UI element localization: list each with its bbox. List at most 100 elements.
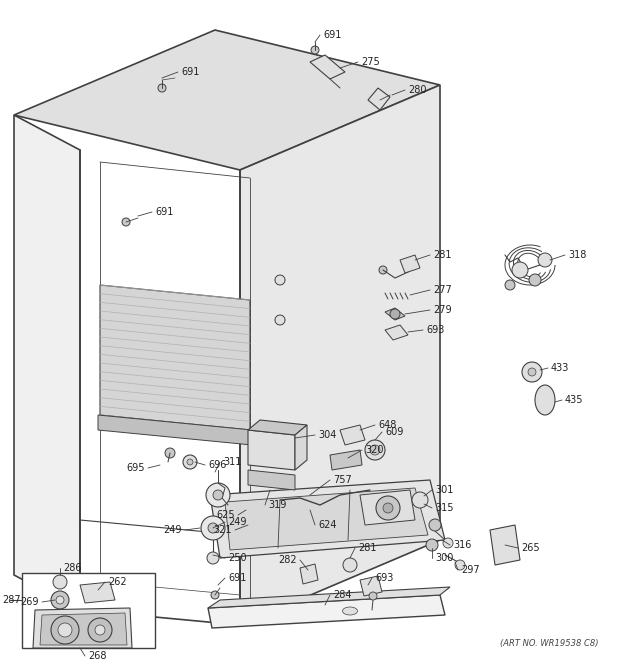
Circle shape bbox=[88, 618, 112, 642]
Text: 269: 269 bbox=[20, 597, 39, 607]
Circle shape bbox=[512, 262, 528, 278]
Polygon shape bbox=[330, 450, 362, 470]
Circle shape bbox=[206, 483, 230, 507]
Polygon shape bbox=[368, 88, 390, 110]
Circle shape bbox=[455, 560, 465, 570]
Text: 249: 249 bbox=[164, 525, 182, 535]
Text: 286: 286 bbox=[63, 563, 81, 573]
Text: (ART NO. WR19538 C8): (ART NO. WR19538 C8) bbox=[500, 639, 598, 648]
Polygon shape bbox=[80, 582, 115, 603]
Circle shape bbox=[201, 516, 225, 540]
Text: 250: 250 bbox=[228, 553, 247, 563]
Polygon shape bbox=[33, 608, 132, 648]
Circle shape bbox=[426, 539, 438, 551]
Circle shape bbox=[528, 368, 536, 376]
Text: 318: 318 bbox=[568, 250, 587, 260]
Text: 284: 284 bbox=[333, 590, 352, 600]
Circle shape bbox=[365, 440, 385, 460]
Text: 625: 625 bbox=[216, 510, 235, 520]
Polygon shape bbox=[340, 425, 365, 445]
Polygon shape bbox=[300, 564, 318, 584]
Circle shape bbox=[376, 496, 400, 520]
Text: 282: 282 bbox=[278, 555, 297, 565]
Polygon shape bbox=[225, 488, 428, 550]
Text: 275: 275 bbox=[361, 57, 379, 67]
Polygon shape bbox=[490, 525, 520, 565]
Polygon shape bbox=[310, 55, 345, 79]
Circle shape bbox=[505, 280, 515, 290]
Text: 268: 268 bbox=[88, 651, 107, 661]
Text: 279: 279 bbox=[433, 305, 451, 315]
Circle shape bbox=[95, 625, 105, 635]
Polygon shape bbox=[400, 255, 420, 273]
Text: 695: 695 bbox=[126, 463, 145, 473]
Polygon shape bbox=[100, 285, 250, 430]
Text: 624: 624 bbox=[318, 520, 337, 530]
Text: 693: 693 bbox=[375, 573, 393, 583]
Circle shape bbox=[538, 253, 552, 267]
Circle shape bbox=[56, 596, 64, 604]
Circle shape bbox=[429, 519, 441, 531]
Text: 648: 648 bbox=[378, 420, 396, 430]
Text: 304: 304 bbox=[318, 430, 337, 440]
Circle shape bbox=[51, 591, 69, 609]
Polygon shape bbox=[40, 613, 127, 645]
Circle shape bbox=[383, 503, 393, 513]
Polygon shape bbox=[248, 420, 307, 435]
Polygon shape bbox=[248, 430, 295, 470]
Text: 321: 321 bbox=[213, 525, 232, 535]
Circle shape bbox=[58, 623, 72, 637]
Circle shape bbox=[183, 455, 197, 469]
Circle shape bbox=[211, 591, 219, 599]
Text: 311: 311 bbox=[223, 457, 241, 467]
Text: 696: 696 bbox=[208, 460, 226, 470]
Text: 315: 315 bbox=[435, 503, 453, 513]
Circle shape bbox=[369, 592, 377, 600]
Polygon shape bbox=[248, 470, 295, 490]
Polygon shape bbox=[360, 490, 415, 525]
Circle shape bbox=[208, 523, 218, 533]
Polygon shape bbox=[385, 308, 405, 320]
Circle shape bbox=[275, 315, 285, 325]
Text: 280: 280 bbox=[408, 85, 427, 95]
Polygon shape bbox=[210, 480, 445, 558]
Text: 249: 249 bbox=[228, 517, 247, 527]
Polygon shape bbox=[14, 30, 440, 170]
Polygon shape bbox=[295, 425, 307, 470]
Circle shape bbox=[311, 46, 319, 54]
Circle shape bbox=[443, 538, 453, 548]
Polygon shape bbox=[14, 115, 80, 610]
Polygon shape bbox=[240, 85, 440, 625]
Text: 433: 433 bbox=[551, 363, 569, 373]
Circle shape bbox=[275, 275, 285, 285]
Circle shape bbox=[158, 84, 166, 92]
Polygon shape bbox=[360, 576, 382, 596]
Circle shape bbox=[187, 459, 193, 465]
Circle shape bbox=[370, 445, 380, 455]
Text: 281: 281 bbox=[358, 543, 376, 553]
Text: 301: 301 bbox=[435, 485, 453, 495]
Circle shape bbox=[207, 552, 219, 564]
Text: 691: 691 bbox=[155, 207, 174, 217]
Circle shape bbox=[379, 266, 387, 274]
Circle shape bbox=[522, 362, 542, 382]
Circle shape bbox=[213, 490, 223, 500]
Circle shape bbox=[122, 218, 130, 226]
Text: 281: 281 bbox=[433, 250, 451, 260]
Text: 693: 693 bbox=[426, 325, 445, 335]
Text: 265: 265 bbox=[521, 543, 539, 553]
Text: 287: 287 bbox=[2, 595, 20, 605]
Text: 435: 435 bbox=[565, 395, 583, 405]
Text: 691: 691 bbox=[228, 573, 246, 583]
Text: 319: 319 bbox=[268, 500, 286, 510]
Circle shape bbox=[53, 575, 67, 589]
Circle shape bbox=[343, 558, 357, 572]
Text: 320: 320 bbox=[365, 445, 384, 455]
Circle shape bbox=[412, 492, 428, 508]
Polygon shape bbox=[208, 587, 450, 608]
Polygon shape bbox=[98, 415, 252, 445]
Polygon shape bbox=[208, 595, 445, 628]
Text: 316: 316 bbox=[453, 540, 471, 550]
Circle shape bbox=[390, 309, 400, 319]
Circle shape bbox=[529, 274, 541, 286]
